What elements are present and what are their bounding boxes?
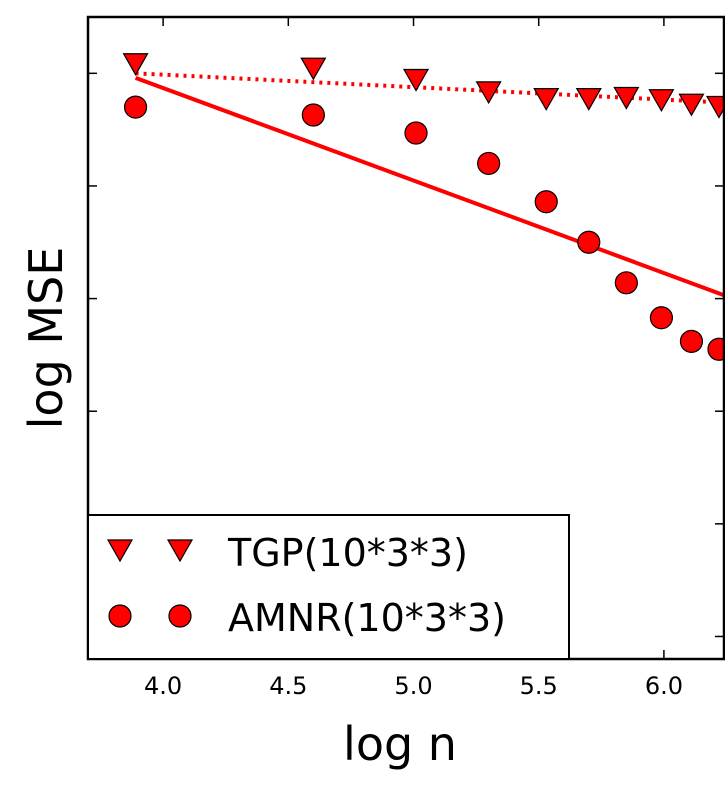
amnr-point — [707, 337, 725, 361]
tgp-point — [613, 86, 640, 110]
legend: TGP(10*3*3) AMNR(10*3*3) — [87, 514, 570, 660]
amnr-point — [577, 230, 601, 254]
x-axis-title: log n — [343, 717, 457, 771]
legend-label-amnr: AMNR(10*3*3) — [228, 596, 506, 640]
amnr-point — [534, 190, 558, 214]
amnr-point — [301, 103, 325, 127]
legend-box — [87, 514, 570, 660]
x-tick-label: 4.0 — [144, 672, 182, 700]
legend-circle-marker-2 — [168, 604, 192, 628]
y-axis-title: log MSE — [19, 247, 73, 430]
data-points — [122, 53, 725, 361]
amnr-point — [123, 95, 148, 119]
fit-lines — [134, 71, 725, 298]
tgp-point — [300, 57, 327, 81]
x-tick-labels: 4.0 4.5 5.0 5.5 6.0 — [144, 672, 683, 700]
legend-label-tgp: TGP(10*3*3) — [227, 531, 468, 575]
tgp-point — [533, 88, 560, 111]
x-tick-label: 4.5 — [269, 672, 307, 700]
tgp-point — [648, 89, 675, 112]
tgp-point — [122, 53, 149, 76]
x-tick-label: 5.5 — [520, 672, 558, 700]
amnr-point — [649, 306, 674, 330]
amnr-point — [477, 151, 501, 176]
legend-triangle-marker-1 — [106, 539, 134, 563]
fit-line-solid — [134, 75, 725, 298]
tgp-point — [575, 88, 602, 111]
x-tick-label: 6.0 — [645, 672, 683, 700]
legend-triangle-marker-2 — [166, 539, 194, 563]
tgp-point — [705, 95, 725, 119]
amnr-point — [404, 121, 428, 145]
tgp-point — [475, 81, 502, 105]
amnr-point — [614, 271, 638, 295]
x-tick-label: 5.0 — [394, 672, 432, 700]
tgp-point — [402, 68, 430, 92]
legend-circle-marker-1 — [108, 604, 132, 628]
amnr-point — [679, 329, 704, 353]
tgp-point — [678, 93, 705, 117]
